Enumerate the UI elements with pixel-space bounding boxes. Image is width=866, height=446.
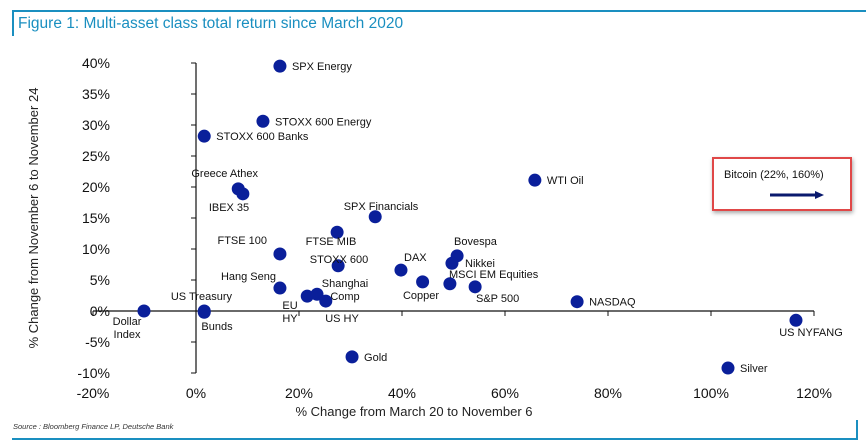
data-point-label-line: EU	[282, 300, 297, 312]
data-point	[256, 114, 270, 128]
data-point-label-line: Comp	[330, 291, 359, 303]
data-point-label: US HY	[325, 313, 359, 325]
data-point	[197, 129, 211, 143]
data-point	[345, 350, 359, 364]
data-point-label: STOXX 600	[310, 254, 369, 266]
y-axis-title: % Change from November 6 to November 24	[26, 88, 41, 349]
x-tick-label: 0%	[186, 385, 206, 401]
data-point-label: Dollar Index	[113, 316, 142, 341]
data-point-label: Shanghai Comp	[322, 278, 369, 303]
x-tick-label: 80%	[594, 385, 622, 401]
data-point-label: US NYFANG	[779, 327, 843, 339]
frame-top-border	[12, 10, 866, 12]
y-tick-label: 10%	[82, 241, 110, 257]
data-point-label-line: Shanghai	[322, 278, 369, 290]
data-point	[310, 287, 324, 301]
data-point-label: Gold	[364, 352, 387, 364]
y-tick-label: -5%	[85, 334, 110, 350]
data-point-label: STOXX 600 Banks	[216, 131, 309, 143]
data-point-label: Bovespa	[454, 236, 498, 248]
data-point	[368, 210, 382, 224]
data-point-label-line: Dollar	[113, 316, 142, 328]
axes: -20% 0% 20% 40% 60% 80% 100% 120% -10% -5% 0% 5% 10%…	[77, 55, 832, 401]
figure-title: Figure 1: Multi-asset class total return…	[18, 15, 404, 32]
data-points: SPX Energy STOXX 600 Energy STOXX 600 Bank…	[113, 59, 843, 375]
x-tick-label: -20%	[77, 385, 110, 401]
data-point-label: STOXX 600 Energy	[275, 116, 372, 128]
bitcoin-annotation-label: Bitcoin (22%, 160%)	[724, 169, 824, 181]
bitcoin-annotation-box: Bitcoin (22%, 160%)	[712, 157, 852, 211]
data-point	[236, 187, 250, 201]
data-point-label: EU HY	[282, 300, 298, 325]
data-point	[443, 277, 457, 291]
data-point-label: Bunds	[201, 321, 233, 333]
source-note: Source : Bloomberg Finance LP, Deutsche …	[13, 422, 174, 431]
x-tick-label: 120%	[796, 385, 832, 401]
data-point-label: IBEX 35	[209, 202, 249, 214]
data-point	[394, 263, 408, 277]
data-point-label: SPX Financials	[344, 201, 419, 213]
data-point	[300, 289, 314, 303]
y-tick-label: 30%	[82, 117, 110, 133]
frame-bottom-border	[12, 438, 858, 440]
data-point-label: Nikkei	[465, 258, 495, 270]
data-point-label: SPX Energy	[292, 61, 352, 73]
data-point-label: Hang Seng	[221, 271, 276, 283]
y-tick-label: 25%	[82, 148, 110, 164]
data-point-label: FTSE MIB	[306, 236, 357, 248]
data-point	[416, 275, 430, 289]
data-point	[273, 281, 287, 295]
x-axis-title: % Change from March 20 to November 6	[296, 404, 533, 419]
x-tick-label: 100%	[693, 385, 729, 401]
data-point	[570, 295, 584, 309]
data-point-label: US Treasury	[171, 291, 233, 303]
data-point-label: Greece Athex	[191, 168, 258, 180]
data-point-label: WTI Oil	[547, 175, 584, 187]
data-point	[197, 305, 211, 319]
data-point	[273, 247, 287, 261]
data-point-label-line: Index	[114, 329, 141, 341]
data-point-label: DAX	[404, 252, 427, 264]
y-tick-label: 20%	[82, 179, 110, 195]
y-tick-label: 40%	[82, 55, 110, 71]
data-point-label: NASDAQ	[589, 297, 636, 309]
data-point-label: Silver	[740, 363, 768, 375]
data-point	[528, 173, 542, 187]
data-point	[789, 313, 803, 327]
x-tick-label: 40%	[388, 385, 416, 401]
data-point	[445, 256, 459, 270]
y-tick-label: 35%	[82, 86, 110, 102]
y-tick-label: -10%	[77, 365, 110, 381]
data-point-label: S&P 500	[476, 293, 519, 305]
frame-right-border	[856, 420, 858, 440]
data-point-label: MSCI EM Equities	[449, 269, 539, 281]
frame-left-border	[12, 10, 14, 36]
y-tick-label: 0%	[90, 303, 110, 319]
data-point-label-line: HY	[282, 313, 298, 325]
data-point	[137, 304, 151, 318]
arrow-right-icon	[770, 191, 824, 199]
data-point-label: FTSE 100	[217, 235, 267, 247]
data-point	[330, 225, 344, 239]
data-point	[319, 294, 333, 308]
y-tick-label: 5%	[90, 272, 110, 288]
data-point	[273, 59, 287, 73]
data-point	[468, 280, 482, 294]
y-tick-label: 15%	[82, 210, 110, 226]
data-point-label: Copper	[403, 290, 439, 302]
data-point	[721, 361, 735, 375]
data-point	[331, 259, 345, 273]
x-tick-label: 20%	[285, 385, 313, 401]
x-tick-label: 60%	[491, 385, 519, 401]
